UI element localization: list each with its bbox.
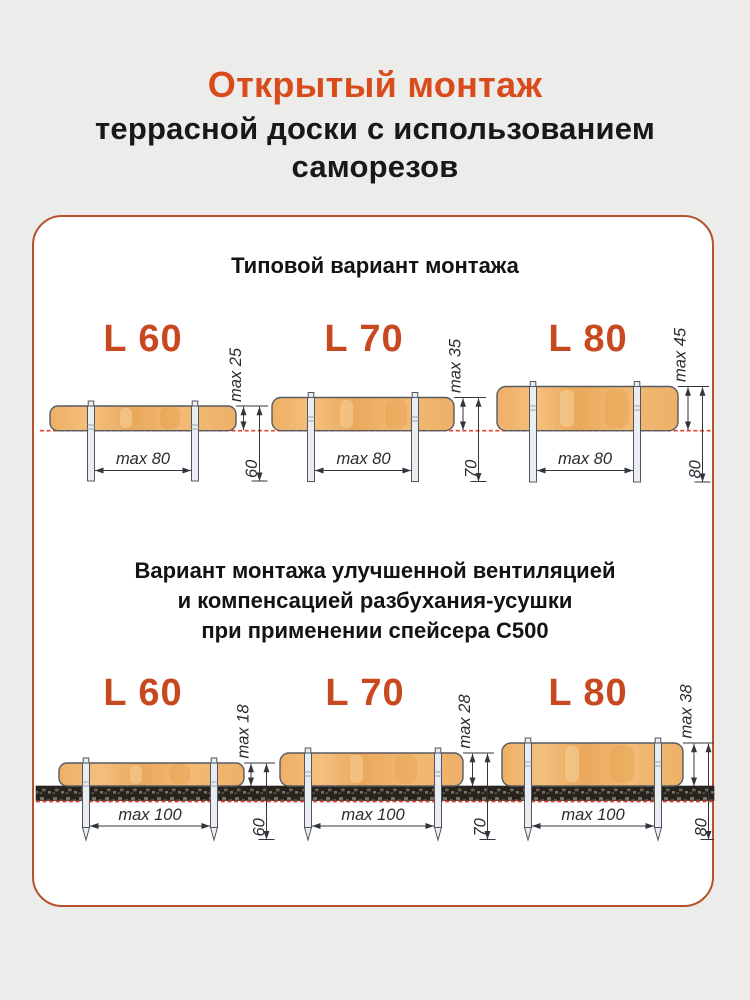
screw-icon	[303, 747, 313, 842]
screw-icon	[433, 747, 443, 842]
label-l80-typical: L 80	[548, 318, 628, 360]
dim-spacing: max 100	[118, 806, 182, 824]
screw-icon	[87, 400, 95, 482]
dim-spacing: max 100	[561, 806, 625, 824]
screw-icon	[523, 737, 533, 842]
wood-grain	[565, 746, 579, 782]
spacer-strip	[35, 785, 715, 801]
wood-grain	[340, 400, 353, 428]
wood-grain	[385, 399, 407, 429]
dim-screw-length: 80	[693, 817, 711, 836]
wood-grain	[160, 407, 180, 429]
dim-thickness: max 18	[235, 704, 253, 759]
deck-board	[496, 385, 679, 432]
title-subtitle: террасной доски с использованием саморез…	[95, 111, 655, 184]
deck-board	[501, 742, 684, 787]
page-title: Открытый монтаж террасной доски с исполь…	[0, 62, 750, 186]
deck-board	[279, 752, 464, 787]
title-accent: Открытый монтаж	[207, 64, 543, 105]
section-spacer-heading-line1: Вариант монтажа улучшенной вентиляцией	[134, 558, 616, 583]
wood-grain	[605, 389, 629, 428]
section-spacer-heading-line2: и компенсацией разбухания-усушки	[177, 588, 573, 613]
dim-screw-length: 80	[687, 459, 705, 478]
section-typical-heading: Типовой вариант монтажа	[231, 253, 519, 278]
dim-screw-length: 60	[243, 459, 261, 478]
dim-spacing: max 80	[116, 450, 171, 468]
label-l60-spacer: L 60	[103, 672, 183, 714]
section-spacer-heading: Вариант монтажа улучшенной вентиляцией и…	[0, 556, 750, 646]
wood-grain	[560, 390, 574, 427]
deck-board	[58, 762, 245, 787]
label-l70-typical: L 70	[324, 318, 404, 360]
diagram-l80-spacer: max 38 80 max 100	[501, 684, 714, 842]
screw-icon	[81, 757, 91, 842]
section-spacer-heading-line3: при применении спейсера С500	[201, 618, 549, 643]
dim-spacing: max 100	[341, 806, 405, 824]
dim-screw-length: 70	[472, 817, 490, 836]
dim-screw-length: 60	[251, 817, 269, 836]
screw-icon	[633, 381, 641, 483]
screw-icon	[411, 392, 419, 482]
diagram-l80-typical: max 45 80 max 80	[496, 327, 711, 483]
diagram-l70-spacer: max 28 70 max 100	[279, 694, 496, 842]
dim-screw-length: 70	[463, 459, 481, 478]
wood-grain	[350, 755, 363, 783]
screw-icon	[209, 757, 219, 842]
screw-icon	[307, 392, 315, 482]
wood-grain	[610, 745, 634, 783]
diagram-l60-typical: max 25 60 max 80	[49, 347, 268, 482]
label-l70-spacer: L 70	[325, 672, 405, 714]
spacer-variants-drawing: max 18 60 max 100	[35, 684, 715, 842]
dim-thickness: max 38	[678, 684, 696, 739]
label-l60-typical: L 60	[103, 318, 183, 360]
label-l80-spacer: L 80	[548, 672, 628, 714]
dim-spacing: max 80	[558, 450, 613, 468]
dim-thickness: max 45	[672, 327, 690, 382]
wood-grain	[120, 408, 132, 428]
wood-grain	[130, 765, 142, 784]
diagram-l60-spacer: max 18 60 max 100	[58, 704, 275, 842]
dim-thickness: max 25	[227, 347, 245, 402]
deck-board	[49, 405, 237, 432]
screw-icon	[529, 381, 537, 483]
dim-thickness: max 28	[456, 694, 474, 749]
screw-icon	[653, 737, 663, 842]
dim-thickness: max 35	[447, 338, 465, 393]
wood-grain	[170, 764, 190, 784]
dim-spacing: max 80	[336, 450, 391, 468]
deck-board	[271, 396, 455, 432]
wood-grain	[395, 754, 417, 784]
typical-variants-drawing: max 25 60 max 80 max 35	[40, 327, 711, 483]
screw-icon	[191, 400, 199, 482]
diagram-l70-typical: max 35 70 max 80	[271, 338, 487, 482]
